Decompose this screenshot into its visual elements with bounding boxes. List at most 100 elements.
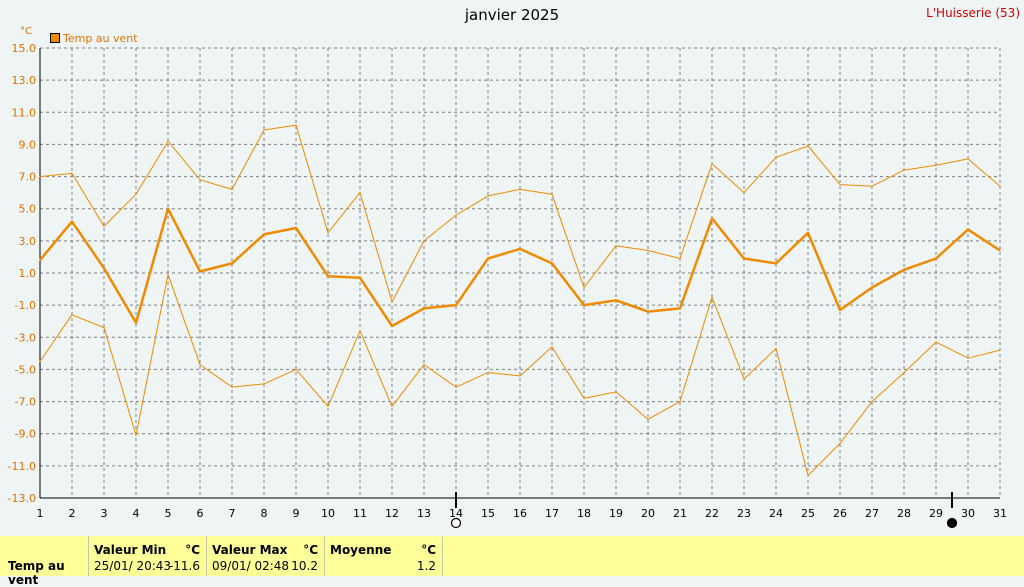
x-tick-label: 28 (897, 507, 911, 520)
stats-footer: Temp au vent Valeur Min °C 25/01/ 20:43 … (0, 536, 1024, 587)
data-point-max (231, 188, 233, 191)
data-point-min (871, 400, 873, 403)
data-point-min (839, 442, 841, 444)
data-point-mean (807, 232, 809, 234)
data-point-min (679, 400, 681, 403)
data-point-mean (999, 249, 1001, 252)
x-tick-label: 15 (481, 507, 495, 520)
y-tick-label: -3.0 (15, 331, 36, 344)
avg-header: Moyenne (330, 543, 392, 557)
y-tick-label: 7.0 (19, 171, 37, 184)
min-value: -11.6 (168, 559, 200, 573)
max-date: 09/01/ 02:48 (212, 559, 290, 573)
moon-markers (450, 492, 958, 529)
y-tick-label: 1.0 (19, 267, 37, 280)
data-point-mean (71, 220, 73, 223)
max-value: 10.2 (291, 559, 318, 573)
data-point-max (103, 225, 105, 227)
legend-swatch (50, 33, 60, 43)
footer-avg-cell: Moyenne °C 1.2 (324, 536, 443, 576)
data-point-mean (135, 322, 137, 324)
chart-title: janvier 2025 (464, 6, 560, 24)
data-point-mean (583, 304, 585, 306)
data-point-mean (935, 257, 937, 260)
y-tick-label: -13.0 (8, 492, 36, 505)
data-point-min (423, 364, 425, 366)
data-point-max (615, 245, 617, 247)
x-tick-label: 29 (929, 507, 943, 520)
min-header: Valeur Min (94, 543, 167, 557)
data-point-min (807, 474, 809, 477)
data-point-min (263, 383, 265, 385)
y-tick-label: -1.0 (15, 299, 36, 312)
data-point-mean (487, 257, 489, 260)
data-point-max (519, 188, 521, 191)
x-tick-label: 13 (417, 507, 431, 520)
footer-max-cell: Valeur Max °C 09/01/ 02:48 10.2 (206, 536, 325, 576)
data-point-max (455, 214, 457, 216)
x-tick-label: 5 (165, 507, 172, 520)
station-name: L'Huisserie (53) (926, 6, 1020, 20)
data-point-mean (551, 262, 553, 264)
y-tick-label: 5.0 (19, 203, 37, 216)
data-point-mean (615, 299, 617, 301)
y-tick-label: -5.0 (15, 363, 36, 376)
legend: Temp au vent (50, 32, 138, 45)
data-point-max (647, 249, 649, 252)
data-point-mean (455, 304, 457, 306)
data-point-max (327, 232, 329, 234)
x-tick-label: 9 (293, 507, 300, 520)
data-point-mean (167, 208, 169, 210)
data-point-max (71, 172, 73, 174)
x-tick-label: 3 (101, 507, 108, 520)
data-point-min (519, 375, 521, 377)
x-tick-label: 19 (609, 507, 623, 520)
data-point-mean (967, 229, 969, 231)
data-point-min (615, 391, 617, 393)
data-point-min (455, 386, 457, 388)
x-tick-label: 27 (865, 507, 879, 520)
data-point-mean (839, 309, 841, 311)
data-point-max (487, 195, 489, 197)
y-tick-label: -11.0 (8, 460, 36, 473)
data-point-max (263, 129, 265, 131)
data-point-max (775, 156, 777, 158)
y-tick-label: 9.0 (19, 138, 37, 151)
grid (39, 47, 1001, 499)
x-tick-label: 2 (69, 507, 76, 520)
data-point-mean (391, 325, 393, 327)
data-point-mean (295, 227, 297, 229)
x-tick-label: 22 (705, 507, 719, 520)
data-point-mean (359, 277, 361, 279)
y-tick-label: 13.0 (12, 74, 37, 87)
data-point-max (167, 140, 169, 142)
footer-min-cell: Valeur Min °C 25/01/ 20:43 -11.6 (88, 536, 207, 576)
data-point-mean (679, 307, 681, 309)
y-unit-label: °C (20, 26, 32, 37)
x-tick-label: 31 (993, 507, 1007, 520)
data-point-max (903, 169, 905, 171)
data-point-max (935, 164, 937, 166)
data-point-mean (871, 286, 873, 289)
x-tick-label: 16 (513, 507, 527, 520)
full-moon-icon (450, 517, 462, 529)
data-point-mean (775, 262, 777, 264)
new-moon-icon (946, 517, 958, 529)
data-point-min (391, 405, 393, 407)
data-point-mean (423, 307, 425, 309)
data-point-max (839, 184, 841, 186)
data-point-min (647, 418, 649, 420)
data-point-max (359, 192, 361, 194)
max-header: Valeur Max (212, 543, 288, 557)
x-tick-label: 6 (197, 507, 204, 520)
data-point-min (359, 330, 361, 332)
avg-value: 1.2 (416, 559, 436, 573)
x-tick-label: 4 (133, 507, 140, 520)
data-point-max (135, 193, 137, 195)
data-point-max (743, 192, 745, 194)
x-tick-label: 17 (545, 507, 559, 520)
data-point-mean (903, 269, 905, 271)
data-point-min (327, 405, 329, 407)
data-point-mean (519, 248, 521, 250)
data-point-min (711, 296, 713, 298)
